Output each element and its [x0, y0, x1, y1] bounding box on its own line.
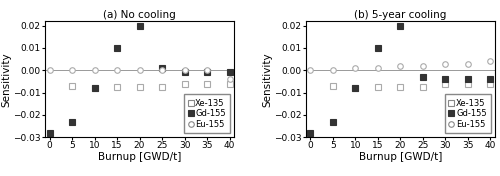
Title: (b) 5-year cooling: (b) 5-year cooling	[354, 10, 446, 20]
Legend: Xe-135, Gd-155, Eu-155: Xe-135, Gd-155, Eu-155	[445, 95, 491, 133]
X-axis label: Burnup [GWD/t]: Burnup [GWD/t]	[98, 152, 181, 162]
Title: (a) No cooling: (a) No cooling	[103, 10, 176, 20]
Y-axis label: Sensitivity: Sensitivity	[2, 52, 12, 106]
Legend: Xe-135, Gd-155, Eu-155: Xe-135, Gd-155, Eu-155	[184, 95, 230, 133]
Y-axis label: Sensitivity: Sensitivity	[262, 52, 272, 106]
X-axis label: Burnup [GWD/t]: Burnup [GWD/t]	[359, 152, 442, 162]
